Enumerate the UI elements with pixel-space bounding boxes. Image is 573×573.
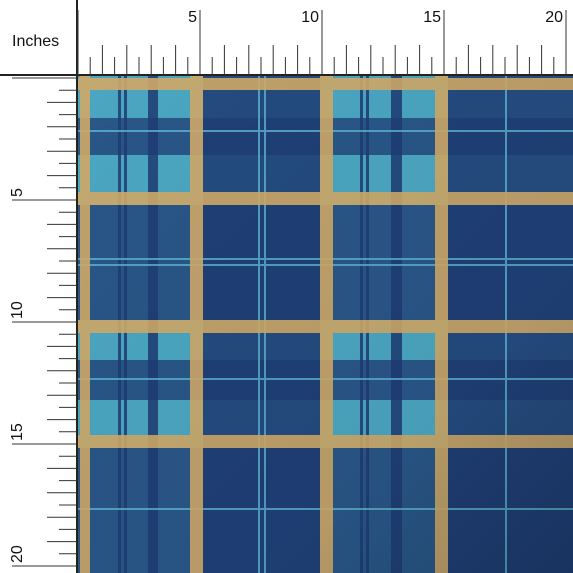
top-ruler bbox=[0, 0, 573, 75]
top-ruler-label: 20 bbox=[545, 9, 563, 26]
top-ruler-label: 15 bbox=[423, 9, 441, 26]
left-ruler-label: 20 bbox=[9, 545, 26, 563]
left-ruler bbox=[0, 0, 77, 573]
unit-label: Inches bbox=[12, 33, 59, 50]
top-ruler-label: 5 bbox=[188, 9, 197, 26]
top-ruler-label: 10 bbox=[301, 9, 319, 26]
left-ruler-label: 15 bbox=[9, 423, 26, 441]
left-ruler-label: 5 bbox=[9, 188, 26, 197]
fabric bbox=[77, 75, 573, 573]
ruler-ticks bbox=[12, 10, 567, 567]
left-ruler-label: 10 bbox=[9, 301, 26, 319]
